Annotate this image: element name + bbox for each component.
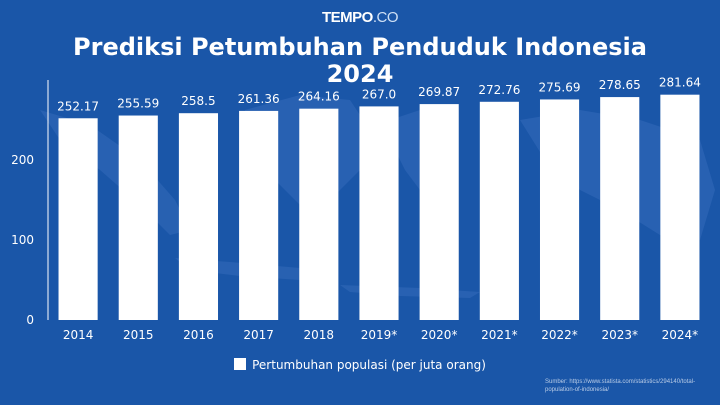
bar-2018 bbox=[299, 108, 339, 320]
data-label-2023: 278.65 bbox=[599, 78, 641, 92]
x-tick-label-2016: 2016 bbox=[183, 328, 214, 342]
x-tick-label-2021: 2021* bbox=[481, 328, 518, 342]
bar-2022 bbox=[539, 99, 580, 320]
bar-2017 bbox=[239, 110, 279, 320]
x-tick-label-2023: 2023* bbox=[601, 328, 638, 342]
bar-2019 bbox=[359, 106, 399, 321]
data-label-2021: 272.76 bbox=[478, 83, 520, 97]
x-tick-label-2024: 2024* bbox=[662, 328, 699, 342]
y-tick-label-1: 100 bbox=[11, 233, 34, 247]
bar-2024 bbox=[660, 94, 700, 320]
data-label-2018: 264.16 bbox=[298, 90, 340, 104]
data-label-2014: 252.17 bbox=[57, 99, 99, 113]
x-tick-label-2018: 2018 bbox=[304, 328, 335, 342]
tempo-logo: TEMPO.CO bbox=[0, 9, 720, 26]
chart-title: Prediksi Petumbuhan Penduduk Indonesia 2… bbox=[73, 33, 647, 88]
bar-2023 bbox=[600, 97, 640, 320]
data-label-2016: 258.5 bbox=[181, 94, 215, 108]
bar-2014 bbox=[58, 118, 98, 320]
x-tick-label-2015: 2015 bbox=[123, 328, 154, 342]
legend: Pertumbuhan populasi (per juta orang) bbox=[0, 358, 720, 372]
bar-2020 bbox=[419, 104, 459, 320]
x-tick-label-2014: 2014 bbox=[63, 328, 94, 342]
bar-2016 bbox=[178, 113, 219, 320]
data-label-2017: 261.36 bbox=[238, 92, 280, 106]
data-label-2020: 269.87 bbox=[418, 85, 460, 99]
x-tick-label-2022: 2022* bbox=[541, 328, 578, 342]
bar-2021 bbox=[479, 101, 519, 321]
y-tick-label-0: 0 bbox=[26, 313, 34, 327]
source-note: Sumber: https://www.statista.com/statist… bbox=[545, 378, 710, 394]
source-line-2: population-of-indonesia/ bbox=[545, 387, 610, 393]
legend-swatch bbox=[234, 358, 247, 370]
brand-name: TEMPO bbox=[321, 9, 373, 26]
x-tick-label-2017: 2017 bbox=[243, 328, 274, 342]
data-label-2022: 275.69 bbox=[539, 80, 581, 94]
data-label-2015: 255.59 bbox=[117, 97, 159, 111]
source-line-1: Sumber: https://www.statista.com/statist… bbox=[545, 379, 696, 385]
x-tick-label-2020: 2020* bbox=[421, 328, 458, 342]
bar-2015 bbox=[118, 115, 158, 320]
legend-label: Pertumbuhan populasi (per juta orang) bbox=[252, 358, 486, 372]
y-tick-label-2: 200 bbox=[11, 153, 34, 167]
brand-suffix: .CO bbox=[372, 9, 399, 26]
x-tick-label-2019: 2019* bbox=[361, 328, 398, 342]
data-label-2019: 267.0 bbox=[362, 87, 396, 101]
data-label-2024: 281.64 bbox=[659, 76, 701, 90]
